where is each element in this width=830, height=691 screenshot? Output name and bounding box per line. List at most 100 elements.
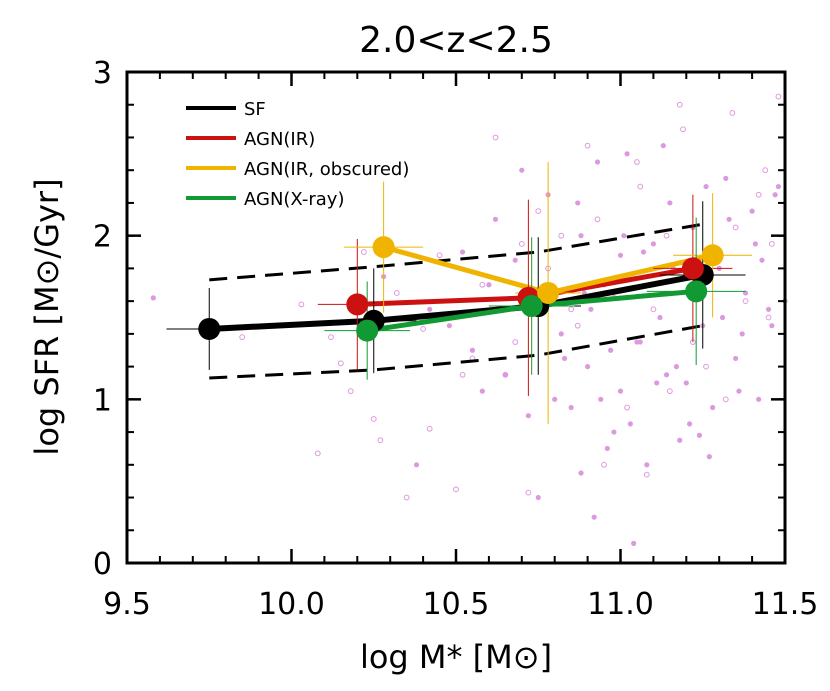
chart-title: 2.0<z<2.5: [359, 20, 553, 61]
background-point-open: [680, 126, 686, 133]
background-point-open: [314, 450, 321, 457]
background-point-open: [722, 396, 729, 403]
data-point-agn-ir-obscured: [537, 281, 560, 304]
background-point-filled: [585, 364, 591, 370]
x-tick-label: 11.0: [587, 587, 654, 622]
background-point-filled: [578, 470, 584, 476]
background-point-open: [370, 416, 377, 422]
legend: SF AGN(IR) AGN(IR, obscured) AGN(X-ray): [186, 99, 409, 210]
background-point-filled: [535, 494, 541, 501]
background-point-filled: [775, 183, 782, 190]
x-axis-title: log M* [M⊙]: [360, 638, 552, 676]
background-point-filled: [673, 364, 680, 370]
background-point-open: [298, 301, 305, 308]
background-point-filled: [578, 233, 584, 239]
background-point-open: [377, 437, 384, 444]
background-point-open: [558, 232, 565, 239]
background-point-filled: [469, 347, 476, 353]
background-point-filled: [736, 388, 742, 394]
background-point-filled: [598, 396, 604, 402]
background-point-filled: [772, 192, 778, 198]
background-point-filled: [150, 295, 156, 301]
background-point-open: [601, 461, 607, 468]
background-point-filled: [637, 339, 643, 345]
background-point-filled: [769, 323, 775, 329]
background-point-filled: [427, 306, 433, 312]
data-point-agn-ir: [681, 257, 704, 280]
background-point-filled: [765, 306, 772, 312]
data-point-agn-ir-obscured: [701, 244, 724, 267]
background-point-filled: [686, 421, 693, 427]
background-point-filled: [446, 323, 453, 329]
background-point-filled: [608, 347, 614, 353]
background-point-filled: [413, 462, 420, 468]
data-point-agn-x-ray: [520, 295, 543, 318]
axis-ticks: 9.5 10.0 10.5 11.0 11.5 0 1 2 3: [93, 56, 818, 622]
y-tick-label: 1: [93, 383, 112, 418]
background-point-open: [574, 322, 581, 329]
series-line-sf: [209, 271, 704, 332]
background-point-filled: [624, 151, 630, 157]
background-point-open: [420, 326, 427, 332]
background-point-filled: [525, 413, 531, 419]
background-point-open: [525, 489, 532, 496]
background-point-open: [765, 314, 772, 321]
background-point-filled: [723, 175, 729, 181]
background-point-open: [584, 142, 591, 149]
background-point-filled: [663, 372, 670, 378]
background-point-open: [732, 224, 739, 231]
background-point-filled: [660, 143, 666, 149]
x-tick-label: 9.5: [103, 587, 151, 622]
background-point-open: [436, 252, 443, 259]
legend-label-agn-ir: AGN(IR): [244, 129, 315, 150]
y-tick-label: 2: [93, 220, 112, 255]
background-point-open: [634, 159, 640, 165]
background-point-filled: [627, 421, 633, 427]
background-point-filled: [719, 314, 726, 321]
background-point-filled: [568, 404, 574, 411]
background-point-filled: [561, 355, 568, 362]
background-point-filled: [759, 257, 765, 263]
background-point-filled: [512, 257, 518, 263]
background-point-filled: [733, 355, 739, 362]
background-point-filled: [611, 429, 617, 435]
background-point-filled: [588, 306, 594, 312]
background-point-filled: [558, 331, 564, 337]
y-tick-label: 3: [93, 56, 112, 91]
background-point-open: [328, 334, 334, 341]
background-point-open: [637, 183, 644, 190]
background-point-open: [775, 93, 782, 100]
x-tick-label: 10.5: [423, 587, 490, 622]
background-point-open: [347, 388, 354, 395]
background-point-open: [594, 216, 601, 223]
background-point-open: [502, 371, 509, 378]
series-markers: [198, 236, 724, 342]
background-point-filled: [486, 282, 492, 288]
background-point-open: [512, 339, 519, 345]
envelope-lower-line: [209, 324, 704, 380]
background-point-filled: [621, 233, 627, 239]
background-point-filled: [502, 372, 508, 378]
y-tick-label: 0: [93, 547, 112, 582]
background-point-open: [403, 494, 410, 501]
background-point-filled: [519, 167, 525, 173]
background-point-filled: [640, 249, 647, 255]
background-point-filled: [575, 200, 581, 206]
background-point-filled: [492, 216, 499, 222]
background-point-filled: [696, 432, 703, 438]
background-point-open: [518, 240, 525, 247]
background-point-filled: [677, 437, 683, 443]
background-point-open: [755, 191, 762, 198]
data-point-agn-x-ray: [356, 319, 379, 342]
background-point-filled: [726, 216, 732, 222]
background-point-filled: [749, 208, 755, 214]
legend-label-agn-x-ray: AGN(X-ray): [244, 189, 344, 210]
background-point-filled: [654, 380, 660, 386]
background-point-open: [676, 101, 683, 108]
background-point-filled: [604, 445, 610, 452]
background-point-filled: [552, 396, 558, 402]
background-point-open: [650, 306, 657, 313]
background-point-filled: [706, 454, 712, 460]
background-point-filled: [617, 388, 624, 394]
